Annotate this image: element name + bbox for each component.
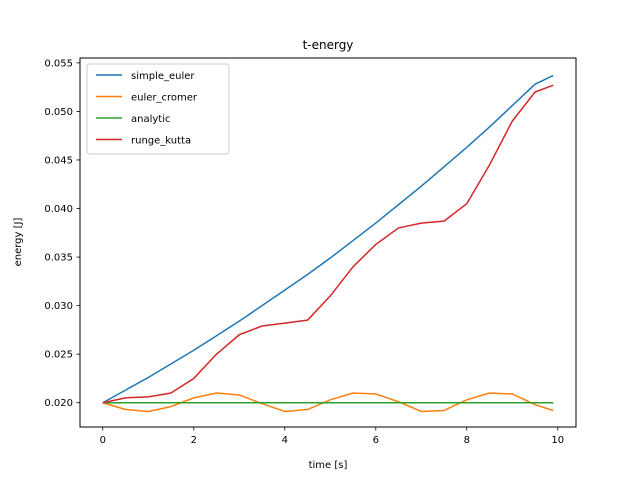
y-tick-label: 0.040 <box>44 204 73 215</box>
plot-frame <box>79 57 577 428</box>
series-line-simple-euler <box>102 74 554 404</box>
y-tick-label: 0.055 <box>44 58 73 69</box>
y-axis-ticks: 0.020 0.025 0.030 0.035 0.040 0.045 0.050 0.055 <box>44 58 80 409</box>
y-tick-label: 0.050 <box>44 107 73 118</box>
y-tick-label: 0.045 <box>44 155 73 166</box>
x-tick-label: 6 <box>373 435 379 446</box>
x-tick-label: 0 <box>100 435 106 446</box>
y-tick-label: 0.035 <box>44 253 73 264</box>
legend-label-runge-kutta: runge_kutta <box>131 136 191 147</box>
x-tick-label: 2 <box>191 435 197 446</box>
x-axis-label: time [s] <box>309 460 348 471</box>
series-line-euler-cromer <box>102 392 554 413</box>
y-axis-label: energy [J] <box>13 218 24 267</box>
x-tick-label: 4 <box>282 435 288 446</box>
y-tick-label: 0.030 <box>44 301 73 312</box>
legend-box <box>86 63 230 155</box>
legend-label-euler-cromer: euler_cromer <box>131 93 198 104</box>
legend-label-simple-euler: simple_euler <box>131 71 195 82</box>
x-axis-ticks: 0 2 4 6 8 10 <box>100 427 564 446</box>
x-tick-label: 8 <box>464 435 470 446</box>
x-tick-label: 10 <box>551 435 564 446</box>
legend-label-analytic: analytic <box>131 114 171 125</box>
y-tick-label: 0.020 <box>44 398 73 409</box>
legend: simple_euler euler_cromer analytic runge_ku… <box>86 63 230 155</box>
series-line-runge-kutta <box>102 84 554 404</box>
chart-title: t-energy <box>303 38 354 52</box>
y-tick-label: 0.025 <box>44 350 73 361</box>
series-layer <box>102 74 554 413</box>
